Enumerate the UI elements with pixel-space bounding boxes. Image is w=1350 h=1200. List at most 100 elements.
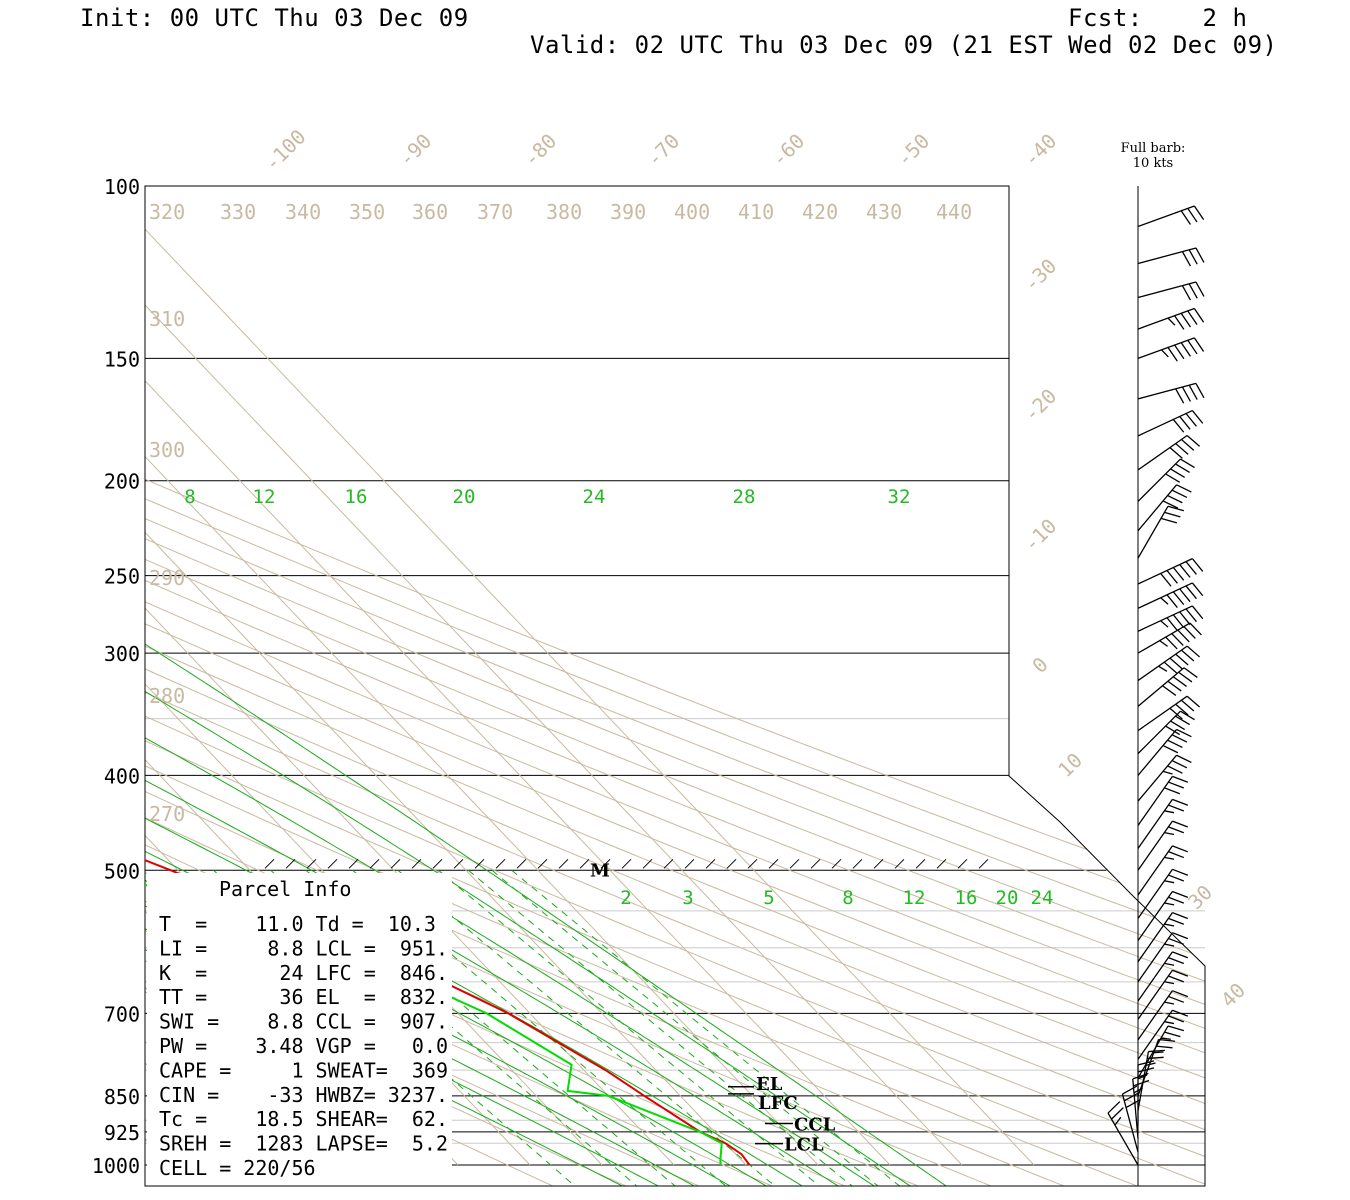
barb-feather (1180, 710, 1195, 721)
parcel-info-row: LI = 8.8 LCL = 951. (159, 936, 448, 960)
barb-feather (1175, 703, 1189, 716)
barb-feather (1172, 798, 1189, 806)
barb-feather (1189, 622, 1202, 636)
mixing-ratio-label: 16 (955, 887, 978, 909)
barb-feather (1148, 1049, 1165, 1053)
barb-feather (1153, 1051, 1164, 1054)
barb-feather (1122, 1085, 1138, 1095)
hatch-mark (390, 858, 401, 869)
barb-feather (1186, 435, 1201, 447)
parcel-info-bg (147, 873, 452, 1183)
barb-feather (1168, 874, 1185, 882)
barb-feather (1185, 413, 1197, 427)
barb-feather (1188, 384, 1198, 400)
isotherm-label: -90 (394, 129, 437, 172)
barb-feather (1158, 1038, 1175, 1042)
wind-barb (1137, 484, 1178, 532)
pressure-tick-label: 400 (104, 764, 140, 788)
barb-feather (1171, 489, 1188, 498)
hatch-mark (432, 858, 443, 869)
barb-feather (1187, 208, 1198, 223)
barb-feather (1123, 1092, 1140, 1102)
wind-barb (1137, 1009, 1173, 1060)
theta-label: 360 (412, 200, 448, 224)
barb-feather (1186, 695, 1201, 708)
hatch-mark (978, 858, 989, 869)
dry-adiabat-line (145, 186, 1205, 1186)
barb-feather (1187, 310, 1198, 325)
barb-feather (1160, 597, 1169, 605)
isotherm-label: -20 (1019, 384, 1062, 427)
barb-feather (1164, 943, 1175, 947)
mixing-ratio-label: 2 (620, 887, 631, 909)
frame-outline (144, 185, 1206, 1187)
hatch-mark (957, 858, 968, 869)
theta-label: 380 (546, 200, 582, 224)
barb-feather (1125, 1099, 1141, 1109)
barb-feather (1188, 249, 1198, 265)
barb-feather (1193, 337, 1205, 352)
dry-adiabat-line (145, 186, 1137, 1186)
barb-feather (1195, 383, 1205, 399)
barb-feather (1172, 868, 1189, 876)
wind-barb (1137, 969, 1173, 1020)
barb-feather (1167, 765, 1183, 774)
barb-feather (1164, 831, 1175, 836)
barb-feather (1168, 995, 1185, 1003)
wind-barb (1137, 645, 1188, 682)
moist-adiabat-line (145, 480, 838, 1186)
isotherm-line (145, 186, 891, 1166)
barb-feather (1191, 410, 1204, 424)
barb-feather (1172, 591, 1185, 606)
wind-barb (1137, 281, 1197, 299)
wind-barb (1137, 409, 1193, 437)
barb-feather (1133, 1087, 1143, 1094)
barb-feather (1176, 484, 1192, 493)
wind-barb (1137, 205, 1195, 228)
hatch-mark (327, 858, 338, 869)
barb-feather (1191, 558, 1204, 572)
dry-adiabat-line (145, 186, 1205, 1186)
theta-label: 270 (149, 802, 185, 826)
barb-feather (1172, 932, 1189, 940)
level-label-el: EL (756, 1074, 783, 1095)
pressure-tick-label: 500 (104, 859, 140, 883)
mixing-ratio-label: 32 (888, 486, 911, 508)
dry-adiabat-line (145, 186, 1205, 1186)
mixing-ratio-line (467, 869, 853, 1186)
wind-barb (1137, 458, 1181, 502)
barb-feather (1172, 990, 1189, 998)
barb-feather (1172, 676, 1187, 687)
isotherm-label: -80 (519, 129, 562, 172)
barb-feather (1179, 611, 1191, 626)
parcel-info-row: K = 24 LFC = 846. (159, 961, 448, 985)
barb-feather (1164, 1001, 1175, 1005)
theta-label: 350 (349, 200, 385, 224)
level-marker-m: M (590, 860, 610, 881)
pressure-tick-label: 100 (104, 175, 140, 199)
profile-temperature (145, 186, 751, 1166)
parcel-info-row: CIN = -33 HWBZ= 3237. (159, 1083, 448, 1107)
barb-feather (1183, 667, 1198, 678)
isotherm-label: 0 (1027, 652, 1052, 677)
barb-feather (1172, 890, 1189, 899)
barb-feather (1180, 439, 1195, 451)
barb-feather (1172, 419, 1185, 433)
theta-label: 300 (149, 438, 185, 462)
wind-barb (1137, 558, 1193, 585)
parcel-info-row: T = 11.0 Td = 10.3 (159, 912, 436, 936)
parcel-info-row: SWI = 8.8 CCL = 907. (159, 1010, 448, 1034)
barb-feather (1164, 810, 1175, 814)
hatch-mark (285, 858, 296, 869)
barb-feather (1180, 699, 1195, 712)
barb-feather (1174, 315, 1185, 330)
hatch-mark (789, 858, 800, 869)
barb-feather (1186, 645, 1201, 658)
barb-feather (1165, 636, 1178, 650)
barb-feather (1180, 210, 1191, 225)
hatch-mark (810, 858, 821, 869)
wind-barb (1137, 932, 1173, 983)
dry-adiabat-line (145, 186, 699, 1186)
